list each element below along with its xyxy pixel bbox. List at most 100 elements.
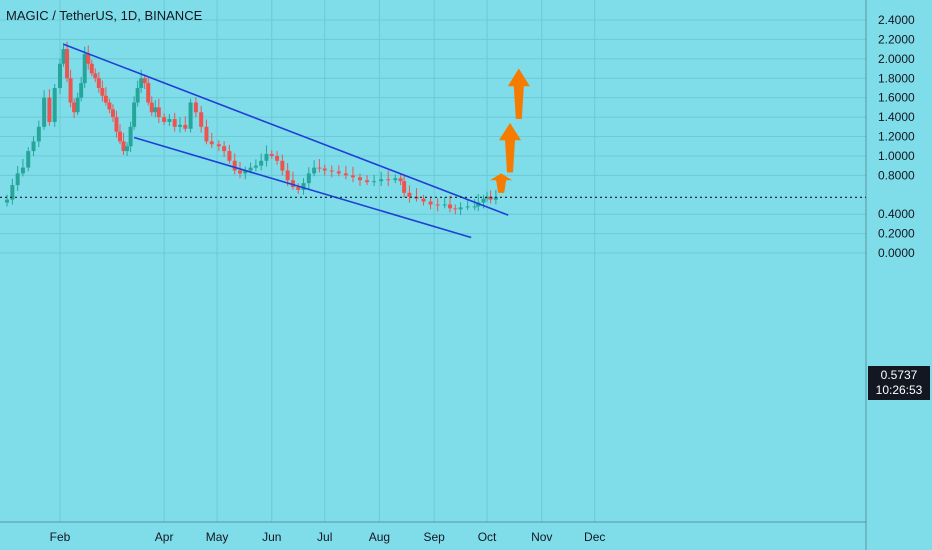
candle-body [5, 199, 10, 203]
candle-body [68, 78, 73, 103]
candle-body [93, 73, 98, 79]
x-tick-label: Sep [423, 530, 445, 544]
candle-body [259, 160, 264, 166]
candle-body [103, 95, 108, 103]
candle-body [350, 175, 355, 178]
candle-body [82, 53, 87, 84]
x-tick-label: Nov [531, 530, 552, 544]
candle-body [472, 206, 477, 208]
candle-body [222, 146, 227, 152]
x-tick-label: Aug [369, 530, 390, 544]
candle-body [167, 119, 172, 122]
chart-title: MAGIC / TetherUS, 1D, BINANCE [6, 8, 203, 23]
candle-body [216, 144, 221, 147]
candle-body [458, 207, 463, 210]
candle-body [269, 153, 274, 156]
candle-body [52, 87, 57, 122]
candle-body [306, 173, 311, 184]
x-tick-label: Feb [50, 530, 71, 544]
candle-body [407, 192, 412, 197]
candle-body [453, 208, 458, 210]
candle-body [264, 153, 269, 161]
candle-body [485, 196, 490, 199]
candle-body [36, 126, 41, 142]
upper-trendline [63, 43, 509, 216]
candle-body [135, 87, 140, 103]
candle-body [448, 204, 452, 209]
candle-body [47, 97, 52, 122]
candle-body [393, 178, 398, 181]
candle-body [114, 117, 119, 132]
candle-body [488, 196, 493, 200]
up-arrow-annotation [507, 68, 530, 120]
bar-countdown: 10:26:53 [875, 383, 923, 397]
candle-body [442, 204, 447, 206]
y-tick-label: 0.0000 [878, 246, 915, 260]
candle-body [42, 97, 47, 127]
candle-body [156, 107, 161, 118]
candle-body [204, 126, 209, 142]
candle-body [253, 165, 258, 168]
y-tick-label: 1.4000 [878, 110, 915, 124]
candle-body [421, 198, 426, 202]
x-tick-label: Apr [155, 530, 174, 544]
candle-body [15, 173, 20, 186]
candle-body [149, 102, 154, 113]
y-tick-label: 1.8000 [878, 71, 915, 85]
candle-body [58, 63, 62, 88]
candle-body [178, 124, 182, 127]
candle-body [336, 171, 341, 174]
candle-body [199, 112, 204, 127]
candle-body [142, 78, 147, 84]
candle-body [139, 78, 144, 88]
candle-body [365, 180, 370, 183]
candle-body [146, 83, 151, 103]
up-arrow-annotation [490, 173, 513, 193]
candle-body [312, 167, 317, 174]
candle-body [20, 167, 25, 174]
candle-body [243, 170, 248, 174]
candle-body [379, 179, 384, 182]
y-tick-label: 1.2000 [878, 130, 915, 144]
candle-body [322, 168, 327, 171]
y-tick-label: 2.2000 [878, 32, 915, 46]
candle-body [31, 141, 36, 152]
x-tick-label: Oct [478, 530, 497, 544]
candle-body [193, 102, 198, 113]
candle-body [79, 83, 84, 98]
y-tick-label: 1.0000 [878, 149, 915, 163]
candle-body [428, 201, 433, 205]
candle-body [465, 206, 470, 208]
candle-body [96, 78, 101, 88]
candle-body [118, 131, 122, 142]
candle-body [26, 151, 31, 168]
candle-body [398, 178, 403, 182]
candle-body [285, 170, 290, 181]
candle-body [153, 107, 158, 113]
lower-trendline [133, 136, 472, 239]
candle-body [100, 87, 105, 96]
last-price-value: 0.5737 [880, 368, 918, 382]
candle-body [296, 187, 301, 190]
candle-body [280, 160, 285, 171]
candle-body [481, 198, 486, 203]
candle-body [238, 170, 242, 174]
candle-body [132, 102, 137, 127]
candle-body [209, 141, 214, 145]
candle-body [110, 109, 115, 118]
x-tick-label: May [206, 530, 229, 544]
candle-body [275, 155, 280, 161]
candle-body [329, 170, 334, 172]
last-price-tag: 0.5737 10:26:53 [868, 366, 930, 400]
x-tick-label: Dec [584, 530, 605, 544]
candle-body [290, 180, 295, 188]
candle-body [162, 117, 167, 122]
x-tick-label: Jun [262, 530, 281, 544]
y-tick-label: 2.0000 [878, 52, 915, 66]
candle-body [343, 173, 348, 176]
candle-body [75, 97, 80, 113]
candle-body [227, 151, 232, 161]
candle-body [128, 126, 133, 147]
y-tick-label: 2.4000 [878, 13, 915, 27]
